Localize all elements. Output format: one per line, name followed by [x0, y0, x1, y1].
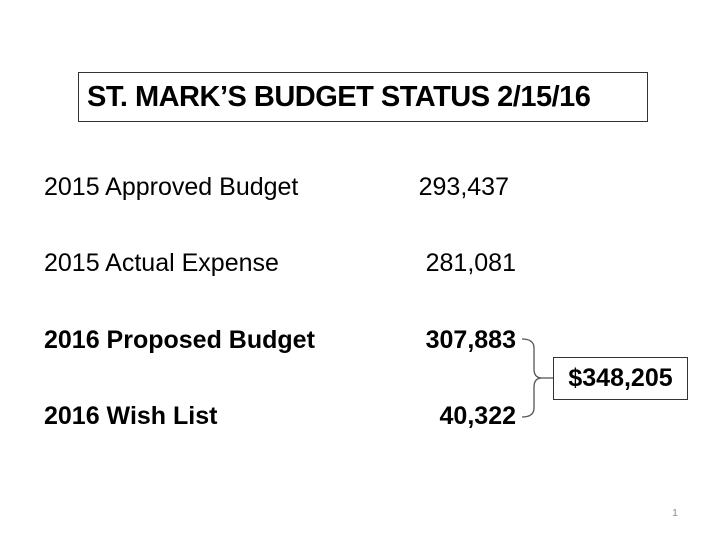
row-label: 2015 Actual Expense — [44, 249, 279, 277]
slide-title: ST. MARK’S BUDGET STATUS 2/15/16 — [87, 80, 591, 113]
title-box: ST. MARK’S BUDGET STATUS 2/15/16 — [78, 72, 648, 122]
total-box: $348,205 — [553, 357, 688, 400]
row-proposed-budget-2016: 2016 Proposed Budget 307,883 — [44, 322, 524, 358]
row-value: 40,322 — [439, 402, 516, 430]
right-brace-icon — [521, 338, 554, 418]
row-label: 2016 Proposed Budget — [44, 326, 315, 354]
row-approved-budget-2015: 2015 Approved Budget 293,437 — [44, 169, 524, 205]
row-value: 293,437 — [418, 173, 509, 201]
row-wish-list-2016: 2016 Wish List 40,322 — [44, 398, 524, 434]
row-label: 2016 Wish List — [44, 402, 218, 430]
row-value: 307,883 — [425, 326, 516, 354]
row-value: 281,081 — [425, 249, 516, 277]
total-value: $348,205 — [568, 364, 673, 392]
page-number: 1 — [672, 508, 678, 519]
row-actual-expense-2015: 2015 Actual Expense 281,081 — [44, 245, 524, 281]
row-label: 2015 Approved Budget — [44, 173, 299, 201]
